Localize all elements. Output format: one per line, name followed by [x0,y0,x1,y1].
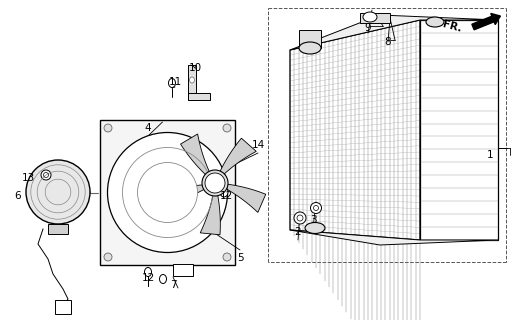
Ellipse shape [299,42,321,54]
Ellipse shape [159,275,167,284]
Ellipse shape [297,215,303,221]
Polygon shape [100,120,235,265]
Ellipse shape [145,268,151,276]
Polygon shape [420,20,498,240]
Polygon shape [188,93,210,100]
Ellipse shape [104,124,112,132]
Text: 1: 1 [487,150,493,160]
Ellipse shape [426,17,444,27]
Text: 12: 12 [219,191,232,201]
Text: 6: 6 [15,191,22,201]
Text: 13: 13 [22,173,35,183]
Polygon shape [290,230,498,245]
Ellipse shape [223,253,231,261]
Ellipse shape [363,12,377,22]
Text: 11: 11 [168,77,181,87]
Ellipse shape [41,170,51,180]
Circle shape [26,160,90,224]
Polygon shape [299,30,321,48]
Polygon shape [360,13,390,23]
Ellipse shape [168,78,176,87]
Ellipse shape [189,77,195,83]
Circle shape [205,173,225,193]
Text: 12: 12 [141,273,155,283]
Bar [173,264,193,276]
Circle shape [107,132,228,252]
FancyArrow shape [472,13,500,30]
Ellipse shape [223,124,231,132]
Text: 10: 10 [188,63,201,73]
Text: 2: 2 [295,227,301,237]
Text: 3: 3 [310,215,316,225]
Bar [55,300,71,314]
Ellipse shape [104,253,112,261]
Polygon shape [48,224,68,234]
Ellipse shape [313,205,319,211]
Text: 7: 7 [170,280,176,290]
Circle shape [202,170,228,196]
Polygon shape [200,193,220,235]
Polygon shape [224,184,266,212]
Text: 14: 14 [251,140,265,150]
Text: 8: 8 [385,37,391,47]
Ellipse shape [310,203,321,213]
Polygon shape [163,184,206,204]
Ellipse shape [294,212,306,224]
Polygon shape [219,138,256,176]
Polygon shape [180,134,210,176]
Text: 5: 5 [237,253,244,263]
Ellipse shape [305,222,325,234]
Polygon shape [290,15,498,50]
Text: FR.: FR. [442,20,463,34]
Circle shape [137,163,197,222]
Ellipse shape [220,187,228,197]
Text: 9: 9 [365,23,371,33]
Text: 4: 4 [145,123,151,133]
Polygon shape [188,65,196,100]
